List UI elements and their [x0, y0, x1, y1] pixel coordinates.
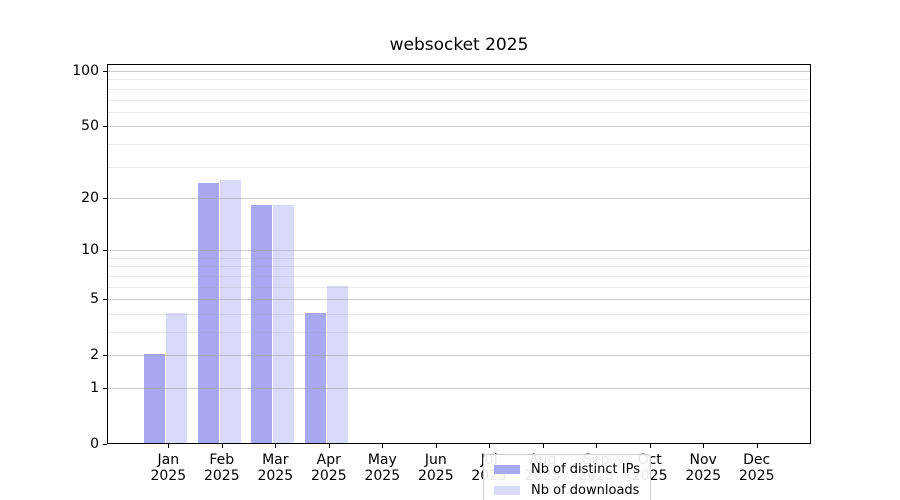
- x-tick-label-feb: Feb 2025: [203, 452, 240, 484]
- x-tick-label-nov: Nov 2025: [685, 452, 721, 484]
- x-tick-mark-aug: [542, 444, 544, 448]
- bar-downloads-feb: [219, 179, 241, 443]
- legend-row-distinct-ips: Nb of distinct IPs: [494, 460, 640, 479]
- bars-layer: [108, 65, 810, 443]
- x-tick-label-mar: Mar 2025: [257, 452, 294, 484]
- y-tick-label-0: 0: [90, 436, 99, 452]
- legend-swatch-downloads: [494, 486, 521, 495]
- legend: Nb of distinct IPs Nb of downloads: [483, 454, 651, 500]
- y-tick-mark-100: [103, 71, 107, 72]
- legend-swatch-distinct-ips: [494, 465, 521, 474]
- x-tick-mark-jan: [168, 444, 170, 448]
- y-tick-mark-20: [103, 197, 107, 199]
- legend-label-downloads: Nb of downloads: [531, 483, 640, 498]
- y-tick-label-1: 1: [90, 380, 99, 396]
- x-tick-mark-mar: [275, 444, 277, 448]
- x-tick-mark-jul: [489, 444, 491, 448]
- bar-downloads-mar: [273, 205, 295, 443]
- chart-title: websocket 2025: [389, 35, 529, 55]
- y-tick-label-50: 50: [81, 118, 99, 135]
- y-tick-label-10: 10: [81, 242, 99, 259]
- y-tick-label-2: 2: [90, 347, 99, 364]
- y-tick-mark-1: [103, 388, 107, 389]
- x-tick-mark-nov: [703, 444, 705, 448]
- y-tick-label-20: 20: [81, 189, 99, 206]
- bar-distinct-ips-apr: [304, 312, 326, 443]
- x-tick-label-jan: Jan 2025: [150, 452, 187, 484]
- bar-downloads-apr: [326, 285, 348, 443]
- y-tick-mark-2: [103, 355, 107, 357]
- x-tick-mark-apr: [328, 444, 330, 448]
- plot-area: Nb of distinct IPs Nb of downloads: [107, 64, 811, 500]
- x-tick-mark-sep: [596, 444, 598, 448]
- legend-row-downloads: Nb of downloads: [494, 481, 640, 500]
- y-tick-mark-50: [103, 126, 107, 128]
- x-tick-label-dec: Dec 2025: [738, 452, 775, 484]
- x-tick-mark-feb: [221, 444, 223, 448]
- y-tick-label-5: 5: [90, 291, 99, 308]
- y-tick-mark-10: [103, 250, 107, 252]
- x-tick-label-jun: Jun 2025: [417, 452, 454, 484]
- x-tick-label-may: May 2025: [364, 452, 401, 484]
- x-tick-label-apr: Apr 2025: [310, 452, 347, 484]
- x-tick-mark-jun: [435, 444, 437, 448]
- y-tick-mark-5: [103, 299, 107, 301]
- bar-distinct-ips-jan: [144, 354, 166, 443]
- x-tick-mark-dec: [756, 444, 758, 448]
- bar-downloads-jan: [166, 312, 188, 443]
- y-tick-label-100: 100: [72, 63, 99, 79]
- bar-distinct-ips-mar: [251, 205, 273, 443]
- y-tick-mark-0: [103, 444, 107, 445]
- x-tick-mark-may: [382, 444, 384, 448]
- x-tick-mark-oct: [649, 444, 651, 448]
- bar-distinct-ips-feb: [197, 182, 219, 443]
- legend-label-distinct-ips: Nb of distinct IPs: [531, 462, 640, 477]
